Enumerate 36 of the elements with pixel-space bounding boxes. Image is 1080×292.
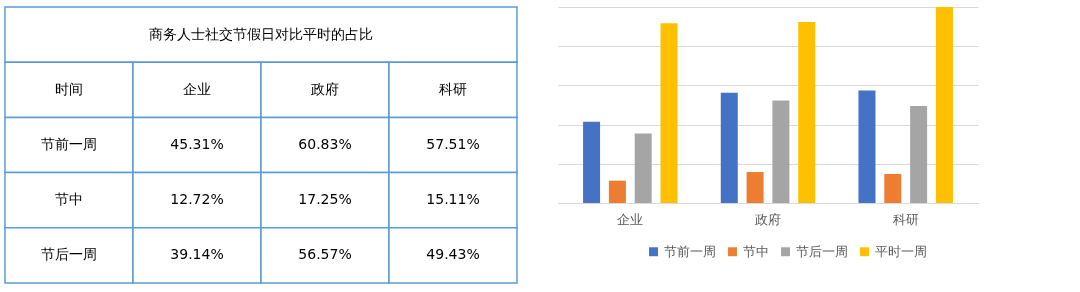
bar <box>798 22 816 203</box>
text: 15.11% <box>426 191 480 208</box>
legend-label: 节后一周 <box>796 243 848 259</box>
bar <box>858 90 876 203</box>
bar <box>720 92 738 203</box>
bar <box>634 133 652 203</box>
bar <box>660 23 678 203</box>
text: 商务人士社交节假日对比平时的占比 <box>149 25 373 42</box>
text: 60.83% <box>298 136 352 152</box>
category-label: 节前一周 <box>41 136 97 152</box>
text: 12.72% <box>170 191 224 208</box>
text: 45.31% <box>170 136 224 152</box>
x-tick-label: 企业 <box>617 211 644 227</box>
legend-label: 节中 <box>743 243 769 259</box>
text: 49.43% <box>426 246 480 263</box>
legend-label: 节前一周 <box>664 243 716 259</box>
text: 17.25% <box>298 191 352 208</box>
category-label: 科研 <box>439 80 467 97</box>
category-label: 企业 <box>183 80 211 97</box>
x-tick-label: 政府 <box>755 211 781 227</box>
bar <box>608 180 626 203</box>
bar <box>746 172 764 203</box>
bar <box>884 173 902 203</box>
bar <box>935 7 953 203</box>
text: 56.57% <box>298 246 352 263</box>
text: 57.51% <box>426 136 480 152</box>
category-label: 节中 <box>55 191 83 208</box>
bar <box>910 105 928 203</box>
bar <box>583 121 601 203</box>
category-label: 时间 <box>55 80 83 97</box>
x-tick-label: 科研 <box>892 211 919 227</box>
bar <box>772 100 790 203</box>
category-label: 节后一周 <box>41 246 97 263</box>
category-label: 政府 <box>311 80 339 97</box>
text: 39.14% <box>170 246 224 263</box>
legend-label: 平时一周 <box>875 243 927 259</box>
